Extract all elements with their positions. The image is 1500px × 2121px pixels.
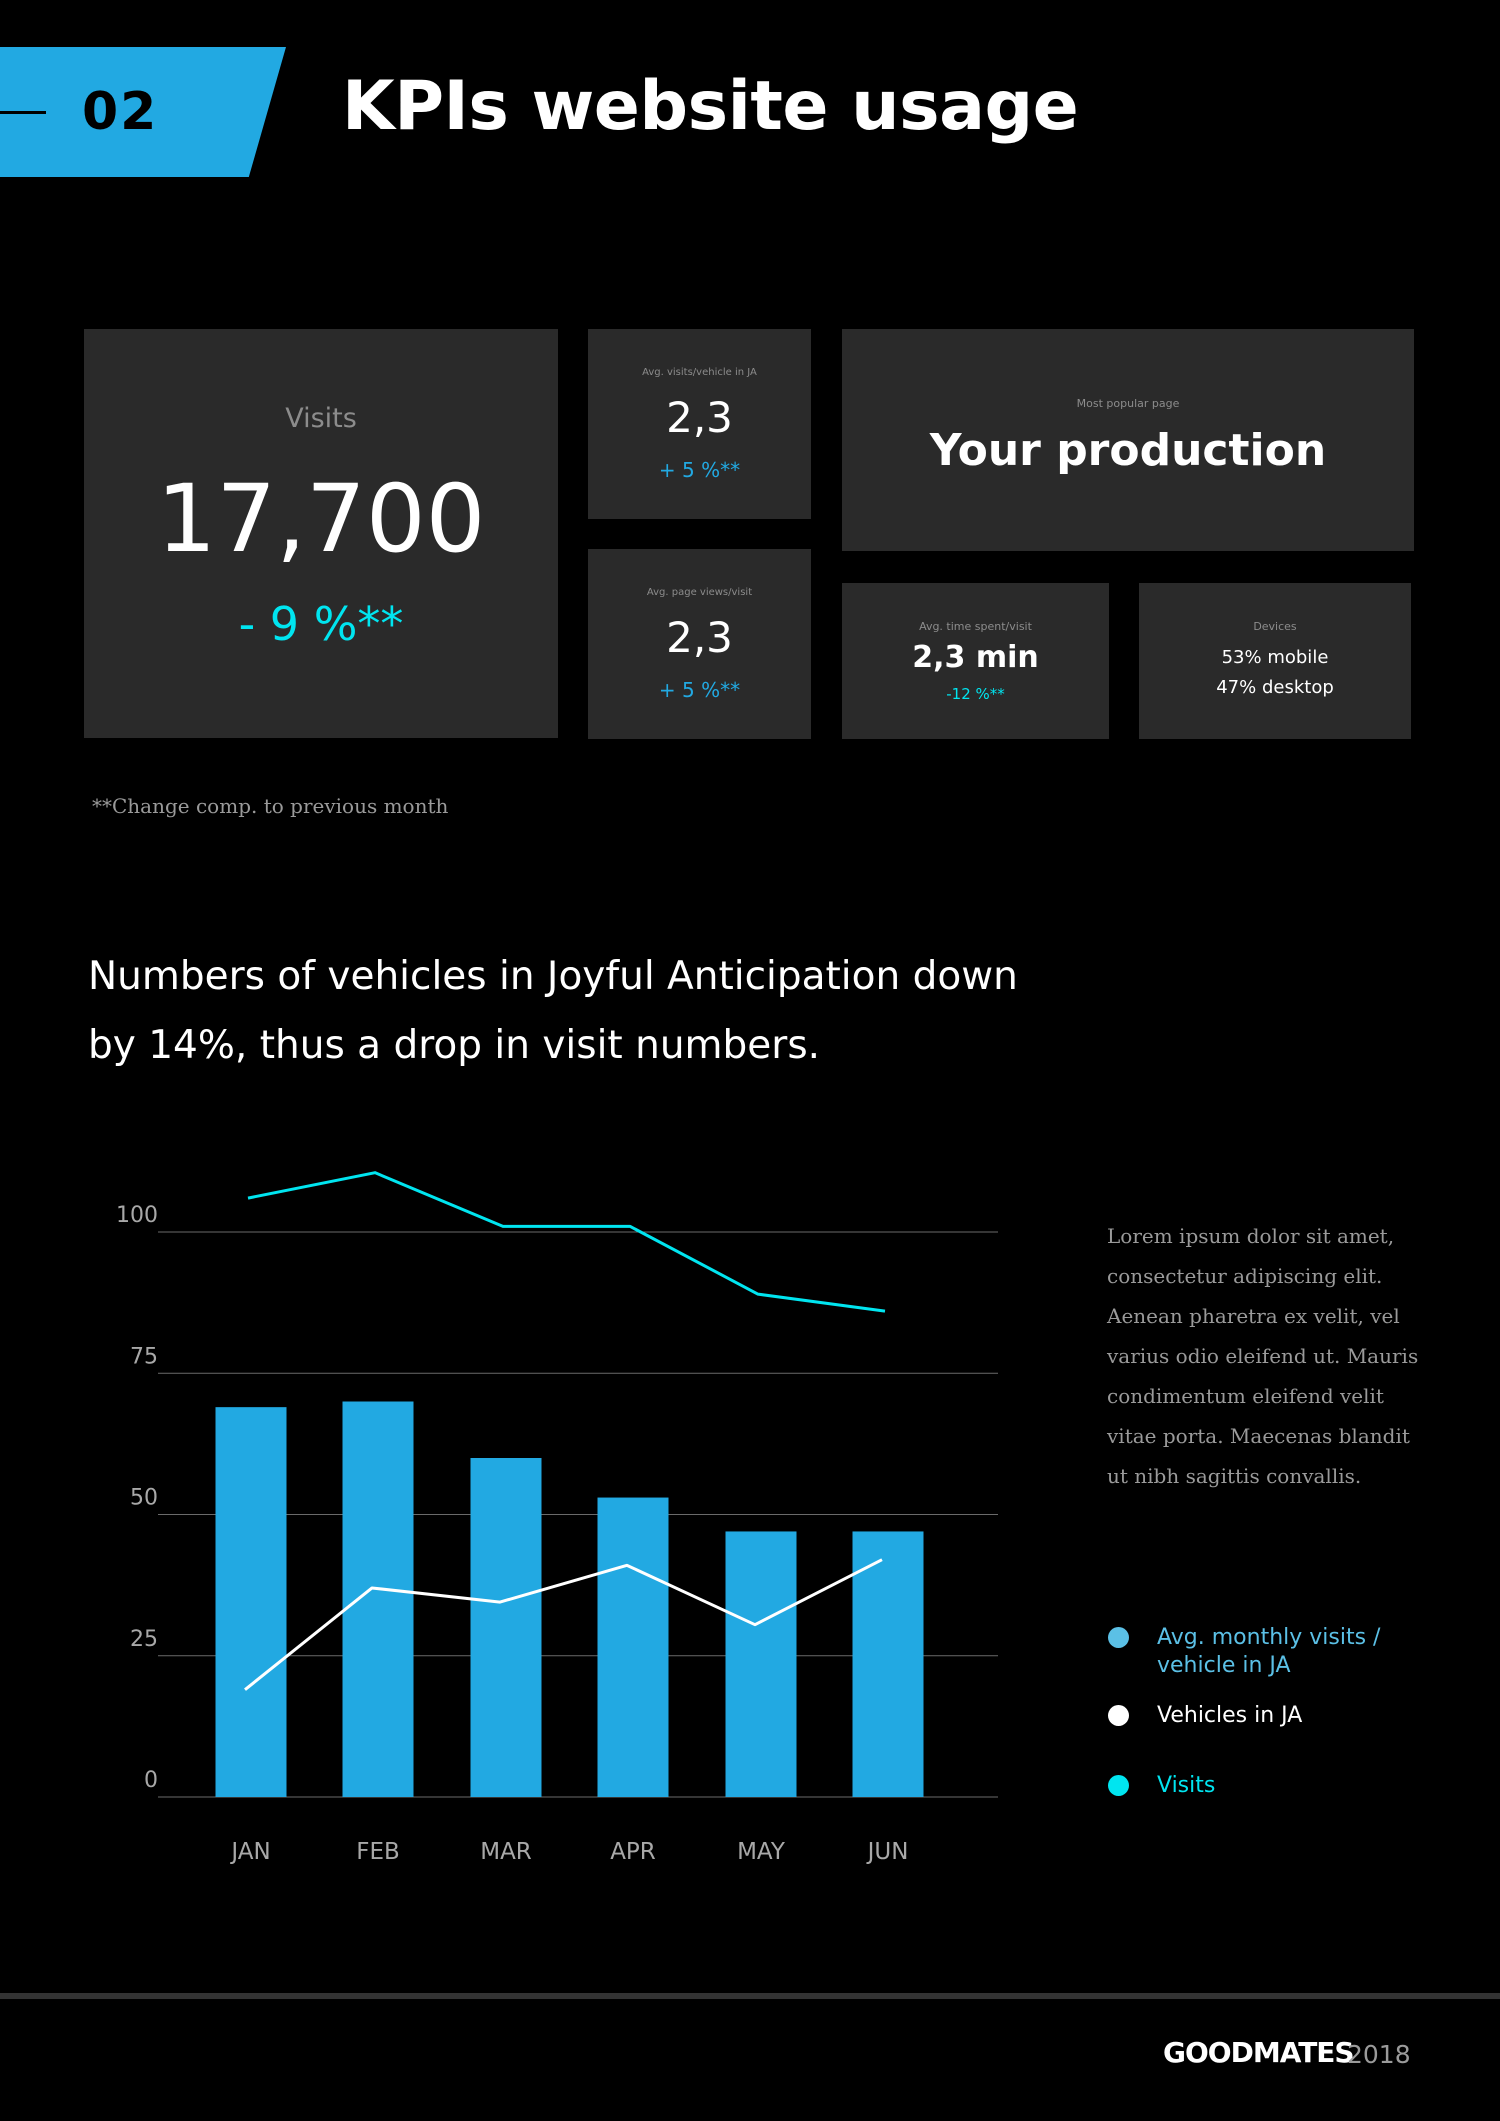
kpi-card-popular-page: Most popular page Your production [842, 329, 1414, 551]
kpi-avg-page-views-value: 2,3 [666, 613, 733, 662]
bar-jun [852, 1531, 924, 1797]
kpi-devices-mobile: 53% mobile [1221, 647, 1329, 668]
kpi-avg-visits-vehicle-label: Avg. visits/vehicle in JA [642, 367, 757, 378]
legend-dot-icon [1108, 1705, 1129, 1726]
x-tick-label-jan: JAN [229, 1839, 270, 1865]
kpi-avg-visits-vehicle-value: 2,3 [666, 393, 733, 442]
kpi-visits-value: 17,700 [156, 465, 486, 574]
kpi-avg-page-views-change: + 5 %** [658, 678, 741, 702]
x-tick-label-mar: MAR [480, 1839, 532, 1865]
description-text: Lorem ipsum dolor sit amet, consectetur … [1107, 1224, 1419, 1488]
kpi-devices-label: Devices [1253, 620, 1297, 633]
chart: 0 25 50 75 100 JAN FEB MAR APR MAY JUN [116, 1171, 998, 1865]
section-number: 02 [82, 82, 159, 142]
kpi-avg-visits-vehicle-change: + 5 %** [658, 458, 741, 482]
line-series-visits [247, 1171, 886, 1313]
kpi-avg-time-change: -12 %** [946, 685, 1005, 703]
kpi-avg-time-label: Avg. time spent/visit [919, 620, 1032, 633]
legend-dot-icon [1108, 1627, 1129, 1648]
bar-jan [215, 1407, 287, 1797]
bar-mar [470, 1458, 542, 1797]
bar-apr [597, 1497, 669, 1797]
y-tick-label-0: 0 [144, 1768, 158, 1793]
legend-item-3: Visits [1108, 1772, 1387, 1800]
legend-dot-icon [1108, 1775, 1129, 1796]
legend-label: Visits [1157, 1773, 1216, 1798]
footer-year: 2018 [1347, 2040, 1411, 2069]
x-tick-label-may: MAY [737, 1839, 786, 1865]
kpi-card-avg-visits-vehicle: Avg. visits/vehicle in JA 2,3 + 5 %** [588, 329, 811, 519]
bar-feb [342, 1401, 414, 1797]
kpi-visits-label: Visits [285, 403, 357, 434]
kpi-card-visits: Visits 17,700 - 9 %** [84, 329, 558, 738]
kpi-card-avg-time: Avg. time spent/visit 2,3 min -12 %** [842, 583, 1109, 739]
footnote: **Change comp. to previous month [92, 794, 449, 818]
y-tick-label-100: 100 [116, 1203, 158, 1228]
kpi-devices-desktop: 47% desktop [1216, 677, 1334, 698]
kpi-avg-page-views-label: Avg. page views/visit [646, 587, 753, 598]
y-tick-label-75: 75 [130, 1344, 158, 1369]
y-tick-label-50: 50 [130, 1486, 158, 1511]
footer-divider [0, 1993, 1500, 1999]
line-series-vehicles-in-ja [244, 1558, 883, 1691]
kpi-visits-change: - 9 %** [238, 597, 404, 651]
legend-item-2: Vehicles in JA [1108, 1702, 1387, 1730]
legend-item-1: Avg. monthly visits / vehicle in JA [1108, 1624, 1387, 1680]
section-dash [0, 111, 46, 114]
headline: Numbers of vehicles in Joyful Anticipati… [88, 954, 1018, 1068]
x-tick-label-apr: APR [610, 1839, 656, 1865]
x-tick-label-feb: FEB [356, 1839, 400, 1865]
y-tick-label-25: 25 [130, 1627, 158, 1652]
page-title: KPIs website usage [342, 67, 1079, 146]
kpi-card-devices: Devices 53% mobile 47% desktop [1139, 583, 1411, 739]
legend-label: Avg. monthly visits / vehicle in JA [1157, 1625, 1381, 1678]
bar-may [725, 1531, 797, 1797]
x-tick-label-jun: JUN [866, 1839, 909, 1865]
kpi-card-avg-page-views: Avg. page views/visit 2,3 + 5 %** [588, 549, 811, 739]
brand-logo: GOODMATES [1163, 2036, 1355, 2069]
legend-label: Vehicles in JA [1157, 1703, 1303, 1728]
kpi-popular-page-value: Your production [929, 425, 1327, 476]
kpi-popular-page-label: Most popular page [1076, 397, 1180, 410]
kpi-avg-time-value: 2,3 min [912, 640, 1039, 675]
section-number-tab [0, 47, 286, 177]
